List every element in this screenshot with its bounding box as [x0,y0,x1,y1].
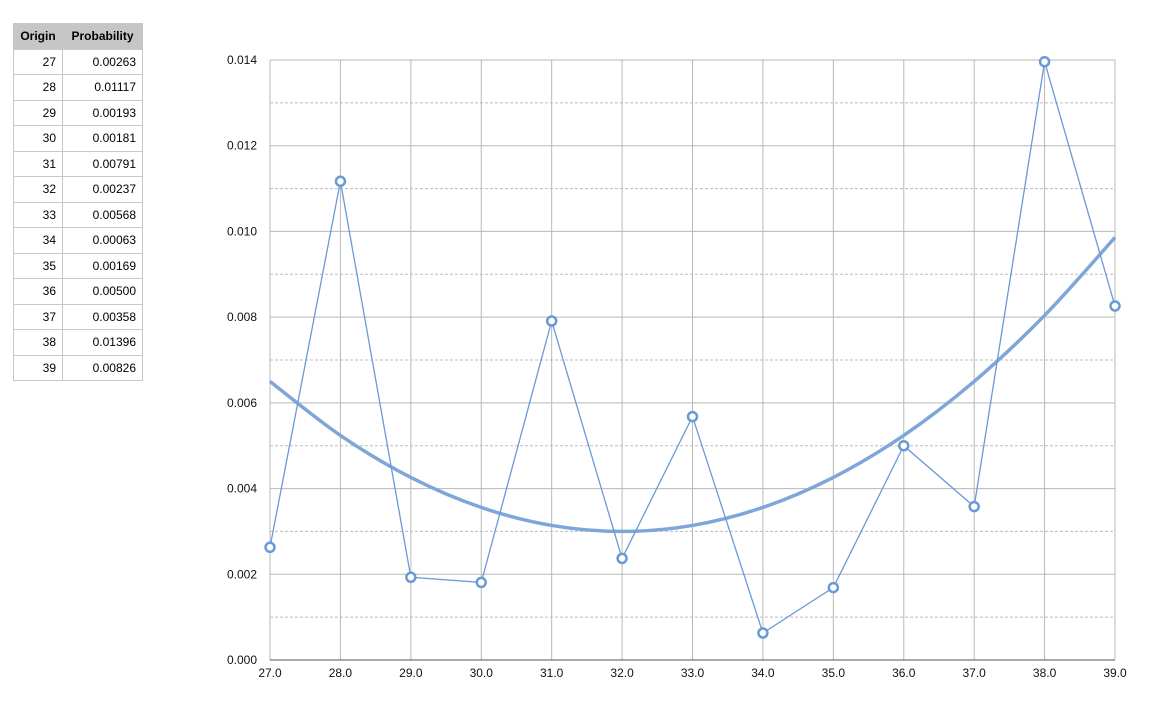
x-tick-label: 29.0 [399,666,423,680]
table-cell: 0.00181 [62,125,143,152]
x-tick-label: 28.0 [329,666,353,680]
header-cell: Origin [13,23,63,50]
table-cell: 0.00826 [62,354,143,381]
trendline [268,236,1117,534]
y-tick-label: 0.000 [227,653,257,667]
table-cell: 35 [13,252,63,279]
table-row: 38 0.01396 [13,329,143,356]
x-tick-label: 35.0 [822,666,846,680]
data-point [545,315,558,327]
table-cell: 27 [13,48,63,75]
data-point [616,552,628,565]
y-tick-label: 0.010 [227,224,257,238]
y-tick-label: 0.002 [227,567,257,581]
data-point [1038,55,1051,68]
table-cell: 0.00193 [62,99,143,126]
x-tick-label: 38.0 [1033,666,1057,680]
table-row: 33 0.00568 [13,201,143,228]
table-row: 30 0.00181 [13,125,143,152]
x-tick-label: 30.0 [470,666,494,680]
table-cell: 0.01396 [62,329,143,356]
data-table: Origin Probability 27 0.00263 28 0.01117 29 0.0… [13,23,143,381]
table-cell: 0.00568 [62,201,143,228]
x-tick-label: 34.0 [751,666,775,680]
table-cell: 38 [13,329,63,356]
table-cell: 30 [13,125,63,152]
table-cell: 29 [13,99,63,126]
data-point [1109,300,1121,312]
table-cell: 0.00263 [62,48,143,75]
y-tick-label: 0.004 [227,482,257,496]
y-tick-label: 0.014 [227,53,257,67]
data-point [898,439,910,452]
table-cell: 32 [13,176,63,203]
table-row: 39 0.00826 [13,354,143,381]
table-cell: 31 [13,150,63,177]
y-tick-label: 0.008 [227,310,257,324]
header-cell: Probability [62,23,143,50]
table-row: 29 0.00193 [13,99,143,126]
table-cell: 33 [13,201,63,228]
data-point [405,571,417,584]
table-body: 27 0.00263 28 0.01117 29 0.00193 30 0.00181 31 0.… [13,48,143,381]
x-tick-label: 33.0 [681,666,705,680]
header-row: Origin Probability [13,23,143,50]
data-point [757,627,769,639]
data-point [968,500,980,513]
data-point [475,576,487,589]
table-row: 31 0.00791 [13,150,143,177]
table-row: 35 0.00169 [13,252,143,279]
data-point [264,541,276,554]
table-cell: 0.00791 [62,150,143,177]
table-cell: 0.00358 [62,303,143,330]
y-tick-label: 0.012 [227,139,257,153]
x-tick-label: 27.0 [258,666,282,680]
data-point [686,410,699,423]
data-point [827,581,840,594]
table-row: 32 0.00237 [13,176,143,203]
y-tick-label: 0.006 [227,396,257,410]
table-cell: 0.00237 [62,176,143,203]
data-point [334,175,347,188]
x-tick-label: 31.0 [540,666,564,680]
x-tick-label: 37.0 [962,666,986,680]
table-row: 27 0.00263 [13,48,143,75]
table-cell: 39 [13,354,63,381]
table-row: 37 0.00358 [13,303,143,330]
table-row: 28 0.01117 [13,74,143,101]
table-cell: 0.01117 [62,74,143,101]
x-tick-label: 39.0 [1103,666,1127,680]
x-tick-label: 36.0 [892,666,916,680]
x-tick-label: 32.0 [610,666,634,680]
table-cell: 0.00169 [62,252,143,279]
table-row: 36 0.00500 [13,278,143,305]
